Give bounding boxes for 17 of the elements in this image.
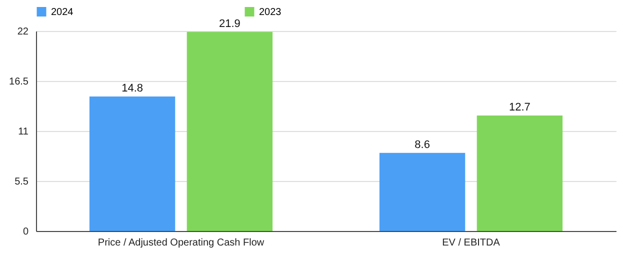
data-label: 21.9: [218, 18, 240, 30]
y-tick-label: 22: [17, 26, 29, 38]
legend-label: 2024: [51, 6, 74, 18]
bar: [89, 96, 176, 231]
data-label: 12.7: [508, 102, 530, 114]
bar: [379, 152, 466, 231]
y-tick-label: 16.5: [9, 76, 29, 88]
y-tick-label: 0: [22, 226, 29, 238]
x-tick-label: Price / Adjusted Operating Cash Flow: [98, 238, 265, 248]
y-tick-label: 11: [18, 126, 29, 138]
y-tick-label: 5.5: [14, 176, 29, 188]
bar: [476, 116, 563, 231]
data-label: 14.8: [122, 82, 144, 94]
data-label: 8.6: [414, 138, 430, 151]
bar: [186, 32, 273, 231]
x-tick-label: EV / EBITDA: [442, 238, 500, 248]
legend-label: 2023: [259, 6, 282, 18]
